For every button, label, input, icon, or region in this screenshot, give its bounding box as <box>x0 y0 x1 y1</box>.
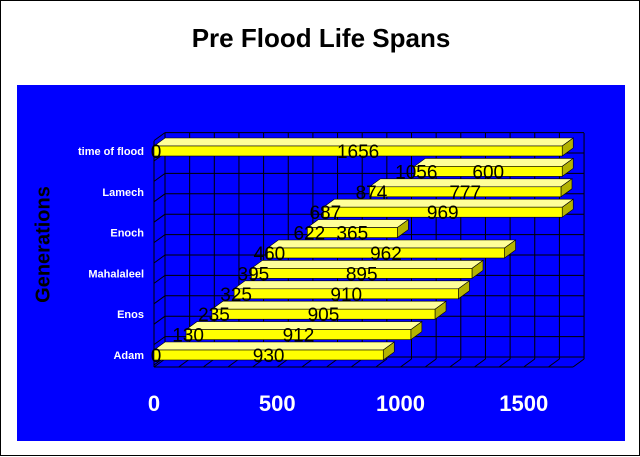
data-label-lifespan: 912 <box>283 326 315 347</box>
gridline-depth <box>153 295 166 305</box>
floor-gridline <box>227 358 240 368</box>
floor-gridline <box>523 358 536 368</box>
data-label-offset: 460 <box>254 244 286 265</box>
x-tick-label: 0 <box>148 391 160 416</box>
data-label-lifespan: 910 <box>330 285 362 306</box>
data-label-offset: 687 <box>309 203 341 224</box>
bar-methuselah <box>322 198 575 218</box>
data-label-lifespan: 365 <box>336 224 368 245</box>
bar-time-of-flood <box>153 137 575 157</box>
data-label-offset: 395 <box>238 264 270 285</box>
bar-cainan <box>233 280 471 300</box>
data-label-lifespan: 1656 <box>337 142 379 163</box>
gridline-depth <box>153 172 166 182</box>
floor-gridline <box>203 358 215 368</box>
bar-front-face <box>185 329 412 340</box>
bar-layer <box>153 137 575 361</box>
data-label-lifespan: 969 <box>427 203 459 224</box>
floor-gridline <box>252 358 264 368</box>
bar-front-face <box>153 349 384 361</box>
bar-front-face <box>369 186 562 198</box>
x-tick-label: 1000 <box>376 391 425 416</box>
bar-front-face <box>307 227 398 238</box>
category-label: Lamech <box>102 187 144 199</box>
chart-title: Pre Flood Life Spans <box>191 23 451 53</box>
category-label: Adam <box>113 350 144 362</box>
bar-front-face <box>323 206 563 218</box>
floor-gridline <box>572 358 585 368</box>
data-label-offset: 622 <box>293 224 325 245</box>
bar-seth <box>185 321 423 341</box>
data-label-offset: 325 <box>220 285 252 306</box>
bar-lamech <box>368 178 573 198</box>
data-label-lifespan: 895 <box>346 264 378 285</box>
floor-gridline <box>375 358 388 368</box>
category-label: time of flood <box>78 146 144 158</box>
bar-mahalaleel <box>250 259 484 279</box>
bar-front-face <box>267 247 505 259</box>
bar-front-face <box>414 166 563 177</box>
floor-gridline <box>548 358 560 368</box>
label-layer: 0 500 1000 1500 0 930 130 912 235 905 325 910 395 895… <box>78 142 548 416</box>
data-label-lifespan: 930 <box>253 346 285 367</box>
floor-gridline <box>350 358 363 368</box>
data-label-lifespan: 777 <box>449 183 481 204</box>
data-label-offset: 130 <box>172 326 204 347</box>
data-label-lifespan: 905 <box>308 305 340 326</box>
gridline-depth <box>153 234 166 244</box>
bar-enoch <box>306 219 410 239</box>
category-label: Enos <box>117 309 144 321</box>
data-label-offset: 874 <box>356 183 388 204</box>
floor-gridline <box>474 358 486 368</box>
bar-front-face <box>233 288 459 300</box>
gridline-depth <box>153 132 166 142</box>
floor-gridline <box>498 358 511 368</box>
gridline-depth <box>153 274 166 284</box>
category-label: Enoch <box>110 228 144 240</box>
category-label: Mahalaleel <box>88 268 144 280</box>
gridline-depth <box>153 254 166 264</box>
floor-gridline <box>276 358 289 368</box>
bar-front-face <box>251 268 473 279</box>
gridline-depth <box>153 213 166 223</box>
data-label-offset: 0 <box>151 142 162 163</box>
floor-gridline <box>449 358 462 368</box>
bar-noah <box>413 157 575 177</box>
gridline-depth <box>153 193 166 203</box>
gridline-depth <box>153 336 166 346</box>
floor-gridline <box>178 358 190 368</box>
data-label-offset: 1056 <box>395 162 437 183</box>
data-label-offset: 0 <box>151 346 162 367</box>
bar-adam <box>153 341 396 361</box>
bar-jared <box>266 239 517 259</box>
data-label-offset: 235 <box>198 305 230 326</box>
bar-front-face <box>211 308 436 320</box>
gridline-depth <box>153 315 166 325</box>
floor-gridline <box>424 358 437 368</box>
floor-gridline <box>400 358 412 368</box>
floor-gridline <box>326 358 338 368</box>
floor-gridline <box>301 358 314 368</box>
bar-front-face <box>153 145 563 157</box>
x-tick-label: 1500 <box>499 391 548 416</box>
data-label-lifespan: 600 <box>472 162 504 183</box>
x-tick-label: 500 <box>259 391 296 416</box>
data-label-lifespan: 962 <box>370 244 402 265</box>
bar-enos <box>211 300 447 320</box>
floor-gridline <box>153 358 166 368</box>
